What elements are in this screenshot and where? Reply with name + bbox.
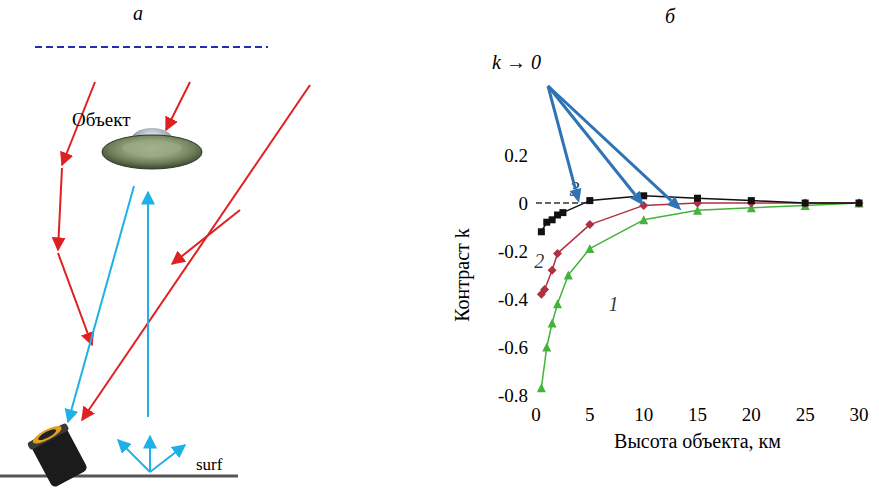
svg-text:-0.6: -0.6 bbox=[498, 337, 528, 358]
svg-text:0: 0 bbox=[531, 404, 541, 425]
svg-text:Объект: Объект bbox=[72, 109, 131, 130]
svg-text:-0.4: -0.4 bbox=[498, 289, 529, 310]
svg-text:15: 15 bbox=[688, 404, 707, 425]
svg-text:25: 25 bbox=[796, 404, 815, 425]
svg-text:Контраст k: Контраст k bbox=[451, 228, 474, 322]
svg-text:б: б bbox=[665, 5, 676, 27]
svg-text:surf: surf bbox=[196, 455, 223, 474]
svg-text:-0.8: -0.8 bbox=[498, 385, 528, 406]
svg-text:5: 5 bbox=[585, 404, 595, 425]
svg-text:а: а bbox=[133, 2, 143, 24]
svg-text:10: 10 bbox=[634, 404, 653, 425]
svg-text:k → 0: k → 0 bbox=[492, 51, 541, 73]
svg-text:-0.2: -0.2 bbox=[498, 241, 528, 262]
svg-text:20: 20 bbox=[742, 404, 761, 425]
svg-text:0: 0 bbox=[519, 193, 529, 214]
svg-text:1: 1 bbox=[609, 293, 619, 315]
svg-text:0.2: 0.2 bbox=[504, 145, 528, 166]
svg-text:2: 2 bbox=[534, 250, 544, 272]
svg-text:Высота объекта, км: Высота объекта, км bbox=[614, 430, 781, 452]
svg-text:30: 30 bbox=[850, 404, 869, 425]
